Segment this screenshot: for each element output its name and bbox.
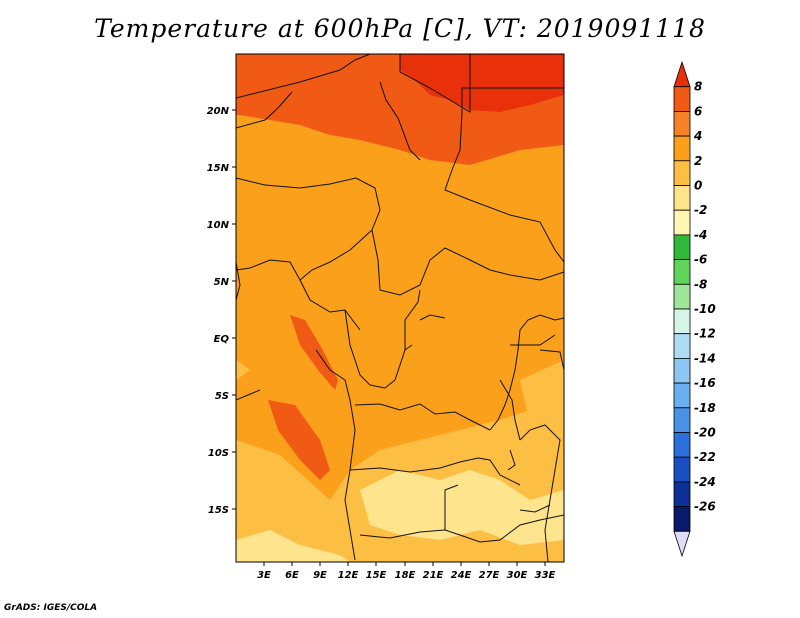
legend-level-label: -4 xyxy=(694,228,707,242)
field-0-2-east xyxy=(520,360,564,425)
lon-label: 9E xyxy=(313,570,327,581)
legend-swatch xyxy=(673,530,691,558)
lat-label: 15S xyxy=(208,505,229,516)
lon-label: 3E xyxy=(257,570,271,581)
lon-label: 15E xyxy=(366,570,387,581)
legend-swatch xyxy=(673,160,691,186)
legend-level-label: -22 xyxy=(694,450,716,464)
longitude-axis: 3E 6E 9E 12E 15E 18E 21E 24E 27E 30E 33E xyxy=(257,562,556,581)
legend-level-label: 6 xyxy=(694,104,702,118)
legend-swatch xyxy=(673,407,691,433)
lat-label: 10S xyxy=(208,448,229,459)
legend-level-label: -24 xyxy=(694,475,716,489)
grads-credit: GrADS: IGES/COLA xyxy=(4,603,98,613)
lon-label: 30E xyxy=(507,570,528,581)
country-borders xyxy=(236,54,564,562)
legend-level-label: 4 xyxy=(693,129,702,143)
map-title: Temperature at 600hPa [C], VT: 201909111… xyxy=(94,14,706,43)
legend-level-label: -20 xyxy=(694,426,716,440)
legend-swatch xyxy=(673,283,691,310)
legend-level-label: 8 xyxy=(694,80,702,94)
legend-level-label: -26 xyxy=(694,500,716,514)
legend-swatch xyxy=(673,456,691,483)
legend-swatch xyxy=(673,60,691,88)
field-ge6 xyxy=(400,54,564,112)
legend-swatch xyxy=(673,506,691,532)
legend-level-label: -18 xyxy=(694,401,716,415)
legend-level-label: -14 xyxy=(694,351,716,365)
lon-label: 21E xyxy=(423,570,444,581)
legend-swatch xyxy=(673,185,691,211)
field-m2-0-sw xyxy=(236,530,350,562)
legend-swatch xyxy=(673,111,691,137)
lon-label: 24E xyxy=(451,570,472,581)
lon-label: 6E xyxy=(285,570,299,581)
latitude-axis: 20N 15N 10N 5N EQ 5S 10S 15S xyxy=(207,106,236,516)
lat-label: 5S xyxy=(215,391,229,402)
lat-label: 10N xyxy=(207,220,230,231)
temperature-field xyxy=(236,54,564,562)
legend-swatch xyxy=(673,259,691,285)
lat-label: 20N xyxy=(207,106,230,117)
legend-swatch xyxy=(673,209,691,236)
legend-level-label: -6 xyxy=(694,253,707,267)
color-bar-legend: 8 6 4 2 0 -2 -4 -6 -8 -10 -12 -14 -16 -18 -20 -22 -24 -26 xyxy=(673,60,716,558)
legend-swatch xyxy=(673,382,691,409)
legend-swatch xyxy=(673,481,691,507)
lon-label: 27E xyxy=(479,570,500,581)
legend-level-label: -8 xyxy=(694,277,707,291)
field-4-6-atlantic xyxy=(290,315,338,390)
legend-level-label: 0 xyxy=(694,179,702,193)
legend-swatch xyxy=(673,308,691,335)
legend-level-label: -2 xyxy=(694,203,707,217)
field-m2-0 xyxy=(360,470,564,545)
legend-level-label: -16 xyxy=(694,376,716,390)
legend-level-label: -10 xyxy=(694,302,716,316)
legend-swatch xyxy=(673,135,691,162)
legend-swatch xyxy=(673,432,691,458)
lat-label: 5N xyxy=(214,277,230,288)
lon-label: 33E xyxy=(535,570,556,581)
legend-swatch xyxy=(673,86,691,112)
lat-label: 15N xyxy=(207,163,230,174)
legend-level-label: -12 xyxy=(694,327,716,341)
field-4-6-sw xyxy=(268,400,330,480)
map-frame xyxy=(235,53,565,563)
lon-label: 12E xyxy=(338,570,359,581)
lon-label: 18E xyxy=(395,570,416,581)
legend-swatch xyxy=(673,357,691,384)
legend-swatch xyxy=(673,333,691,359)
legend-level-label: 2 xyxy=(694,154,702,168)
legend-swatch xyxy=(673,234,691,260)
lat-label: EQ xyxy=(214,334,230,345)
